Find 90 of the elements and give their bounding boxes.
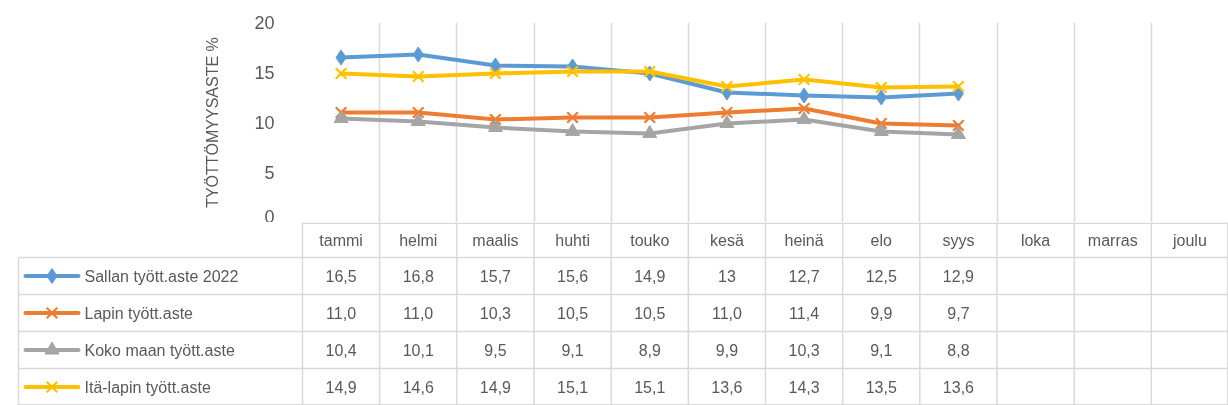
data-label: 10,3 <box>479 305 512 322</box>
data-label: 15,6 <box>557 268 589 285</box>
point <box>566 65 579 78</box>
data-label: 10,5 <box>557 305 589 322</box>
point <box>952 119 965 132</box>
data-label: 12,7 <box>788 268 820 285</box>
data-label: 9,5 <box>484 342 507 359</box>
data-label: 15,1 <box>634 379 666 396</box>
point <box>335 49 347 66</box>
data-label: 14,9 <box>634 268 666 285</box>
point <box>411 70 425 83</box>
data-label: 13,5 <box>865 379 897 396</box>
legend-label: Lapin tyött.aste <box>84 304 194 322</box>
x-tick-label: helmi <box>399 231 438 249</box>
data-label: 8,8 <box>947 342 970 359</box>
point <box>333 109 349 124</box>
data-label: 9,7 <box>947 305 970 322</box>
x-tick-label: tammi <box>319 231 363 249</box>
data-label: 13,6 <box>942 379 975 396</box>
data-label: 14,9 <box>325 379 357 396</box>
x-tick-label: loka <box>1020 231 1051 249</box>
point <box>798 87 810 104</box>
point <box>720 80 734 93</box>
data-label: 16,5 <box>325 268 357 285</box>
y-tick-label: 20 <box>254 13 275 33</box>
data-label: 10,5 <box>634 305 666 322</box>
point <box>411 106 425 119</box>
point <box>875 89 887 106</box>
y-tick-label: 15 <box>254 63 275 83</box>
x-tick-label: heinä <box>784 231 824 249</box>
point <box>950 125 966 140</box>
y-tick-label: 10 <box>254 113 275 133</box>
data-label: 11,0 <box>403 305 434 322</box>
data-label: 12,9 <box>942 268 975 285</box>
point <box>643 65 657 78</box>
data-label: 13 <box>718 268 736 285</box>
x-tick-label: touko <box>630 231 670 249</box>
data-label: 10,1 <box>402 342 434 359</box>
point <box>565 122 581 137</box>
data-label: 14,3 <box>788 379 820 396</box>
point <box>952 80 965 93</box>
point <box>720 106 734 119</box>
x-tick-label: marras <box>1087 231 1138 249</box>
legend-label: Koko maan tyött.aste <box>84 341 235 359</box>
legend-label: Sallan tyött.aste 2022 <box>84 267 239 285</box>
point <box>487 118 503 133</box>
point <box>642 124 658 139</box>
data-label: 9,9 <box>870 305 893 322</box>
point <box>797 73 811 86</box>
point <box>489 113 502 126</box>
data-label: 9,9 <box>715 342 739 359</box>
point <box>797 102 811 115</box>
legend-label: Itä-lapin tyött.aste <box>84 378 211 396</box>
x-tick-label: elo <box>870 231 893 249</box>
point <box>489 57 501 74</box>
point <box>874 81 888 94</box>
data-label: 13,6 <box>711 379 743 396</box>
data-label: 15,1 <box>557 379 589 396</box>
data-label: 12,5 <box>865 268 897 285</box>
data-label: 14,9 <box>479 379 512 396</box>
point <box>874 117 888 130</box>
point <box>334 67 348 80</box>
point <box>643 111 657 124</box>
data-label: 16,8 <box>402 268 434 285</box>
data-label: 11,0 <box>711 305 742 322</box>
data-label: 11,0 <box>326 305 357 322</box>
x-tick-label: joulu <box>1172 231 1207 249</box>
data-label: 14,6 <box>402 379 434 396</box>
data-label: 10,4 <box>325 342 357 359</box>
point <box>719 114 735 129</box>
point <box>412 46 424 63</box>
data-label: 8,9 <box>638 342 661 359</box>
data-label: 9,1 <box>870 342 893 359</box>
x-tick-label: kesä <box>710 231 744 249</box>
data-label: 10,3 <box>788 342 820 359</box>
point <box>566 111 579 124</box>
point <box>410 112 426 127</box>
data-label: 15,7 <box>479 268 512 285</box>
data-label: 9,1 <box>561 342 584 359</box>
y-tick-label: 0 <box>264 206 275 227</box>
x-tick-label: maalis <box>472 231 519 249</box>
point <box>489 67 502 80</box>
x-tick-label: huhti <box>555 231 590 249</box>
point <box>796 110 812 125</box>
y-tick-label: 5 <box>264 163 275 183</box>
y-axis-title: TYÖTTÖMYYSASTE % <box>204 37 222 208</box>
point <box>873 122 889 137</box>
data-label: 11,4 <box>789 305 820 322</box>
x-tick-label: syys <box>942 231 975 249</box>
point <box>334 106 348 119</box>
